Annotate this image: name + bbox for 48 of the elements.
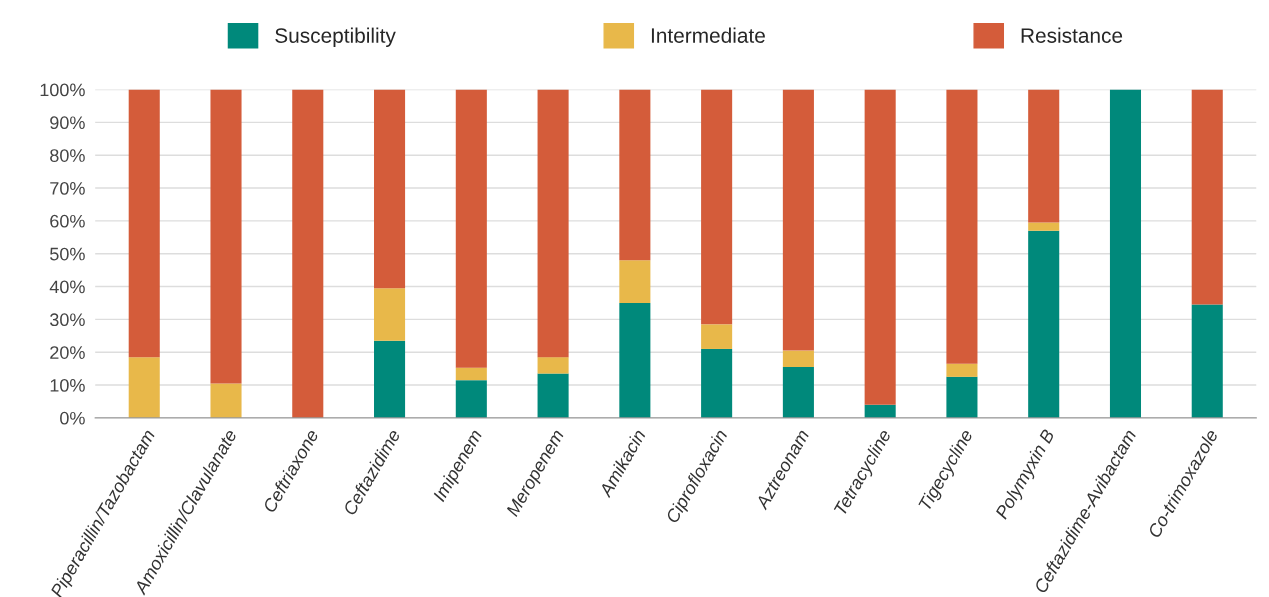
bar (864, 404, 896, 418)
bar (1109, 89, 1142, 418)
y-tick-label: 0% (60, 411, 85, 425)
bar (782, 367, 814, 418)
bar (619, 302, 651, 418)
y-tick-label: 100% (40, 83, 85, 97)
y-tick-label: 30% (50, 313, 85, 327)
bar (537, 373, 569, 418)
bar (1028, 230, 1060, 418)
y-tick-label: 20% (50, 346, 85, 359)
bar (701, 89, 733, 325)
bar (1191, 89, 1223, 305)
bar (619, 89, 651, 261)
y-tick-label: 80% (50, 149, 85, 162)
y-tick-label: 90% (50, 116, 85, 130)
y-tick-label: 50% (50, 247, 85, 261)
y-tick-label: 60% (50, 214, 85, 228)
legend-label: Susceptibility (275, 27, 396, 48)
bar (701, 348, 733, 418)
bar (210, 383, 242, 418)
bar (864, 89, 896, 405)
bar (1191, 304, 1223, 418)
bar (537, 357, 569, 374)
bar (946, 376, 978, 418)
y-tick-label: 10% (50, 379, 85, 392)
bar (782, 350, 814, 368)
bar (946, 89, 978, 364)
bar (1028, 222, 1060, 231)
bar (374, 288, 406, 341)
bar (701, 324, 733, 349)
bar (374, 340, 406, 418)
bar (1028, 89, 1060, 223)
bar (946, 363, 978, 377)
legend-label: Resistance (1021, 27, 1123, 43)
y-tick-label: 40% (49, 280, 85, 294)
bar (782, 89, 814, 351)
y-tick-label: 70% (50, 181, 85, 195)
bar (455, 89, 487, 368)
bar (537, 89, 569, 358)
bar (619, 260, 651, 303)
bar (128, 89, 160, 358)
bar (210, 89, 242, 384)
bar (455, 380, 487, 418)
bar (455, 367, 487, 381)
bar (128, 357, 160, 418)
bar (374, 89, 406, 289)
legend-label: Intermediate (651, 27, 765, 43)
bar (292, 89, 324, 418)
